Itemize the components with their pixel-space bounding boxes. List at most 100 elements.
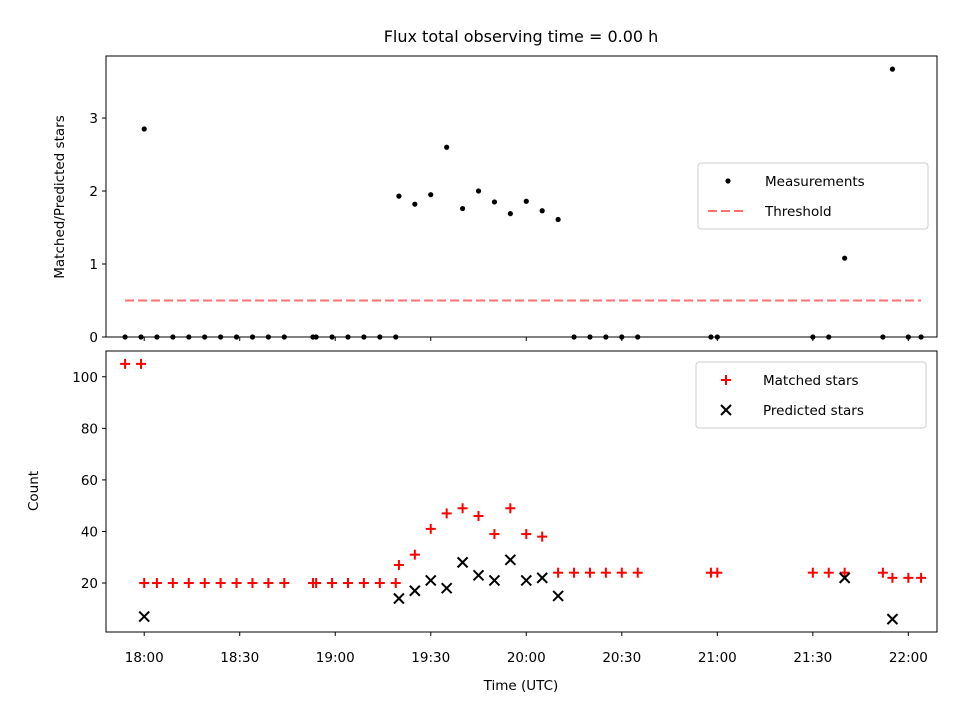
top-legend: Measurements Threshold: [697, 162, 929, 230]
predicted-star-point: [504, 554, 517, 566]
measurement-point: [507, 211, 513, 217]
matched-star-point: [489, 529, 500, 540]
matched-star-point: [521, 529, 532, 540]
matched-star-point: [139, 578, 150, 589]
legend-matched-swatch: [721, 375, 731, 385]
y-tick-label: 0: [89, 330, 98, 346]
matched-star-point: [327, 578, 338, 589]
x-tick-label: 18:00: [125, 650, 164, 666]
matched-star-point: [263, 578, 274, 589]
x-tick-label: 21:00: [698, 650, 737, 666]
matched-star-point: [393, 559, 404, 570]
measurement-point: [539, 208, 545, 214]
matched-star-point: [632, 567, 643, 578]
matched-star-point: [136, 358, 147, 369]
top-panel: 0 1 2 3 Matched/Predicted stars Measurement…: [52, 55, 938, 346]
x-tick-label: 18:30: [220, 650, 259, 666]
predicted-star-point: [520, 574, 532, 587]
matched-star-point: [231, 578, 242, 589]
measurement-point: [555, 216, 561, 223]
predicted-star-point: [536, 572, 548, 584]
bottom-y-axis-label: Count: [26, 471, 42, 511]
matched-star-point: [374, 578, 385, 589]
matched-star-point: [903, 572, 914, 583]
legend-box: [695, 361, 927, 429]
measurement-point: [412, 201, 418, 207]
x-tick-label: 20:00: [507, 650, 546, 666]
legend-label: Matched stars: [763, 373, 859, 389]
matched-star-point: [120, 358, 131, 369]
y-tick-label: 80: [81, 421, 98, 437]
matched-star-point: [473, 510, 484, 521]
matched-star-point: [887, 572, 898, 583]
matched-star-point: [215, 578, 226, 589]
matched-star-point: [712, 567, 723, 578]
matched-star-point: [279, 578, 290, 589]
matched-star-point: [916, 572, 927, 583]
matched-star-point: [167, 578, 178, 589]
matched-star-point: [823, 567, 834, 578]
bottom-panel: 18:00 18:30 19:00 19:30 20:00 20:30 21:00 21:30…: [26, 350, 938, 666]
matched-star-point: [342, 578, 353, 589]
matched-star-point: [199, 578, 210, 589]
legend-measurement-swatch: [725, 178, 731, 184]
predicted-star-point: [456, 556, 469, 569]
predicted-star-point: [552, 590, 564, 602]
x-tick-label: 21:30: [793, 650, 832, 666]
measurement-point: [459, 205, 466, 212]
measurement-point: [475, 188, 482, 194]
measurement-point: [444, 144, 450, 150]
measurement-point: [141, 126, 147, 132]
matched-star-point: [569, 567, 580, 578]
predicted-star-point: [425, 574, 437, 587]
measurement-point: [523, 198, 529, 204]
matched-star-point: [877, 567, 888, 578]
matched-star-point: [584, 567, 595, 578]
measurement-point: [842, 255, 848, 261]
matched-star-point: [505, 503, 516, 514]
matched-star-point: [616, 567, 627, 578]
bottom-legend: Matched stars Predicted stars: [695, 361, 927, 429]
matched-star-point: [537, 531, 548, 542]
y-tick-label: 1: [89, 257, 98, 273]
predicted-star-point: [886, 613, 899, 625]
predicted-star-point: [409, 585, 421, 597]
predicted-star-point: [138, 610, 150, 623]
y-tick-label: 60: [81, 473, 98, 489]
y-tick-label: 100: [72, 370, 98, 386]
matched-star-point: [151, 578, 162, 589]
matched-star-point: [553, 567, 564, 578]
legend-predicted-swatch: [720, 404, 732, 416]
x-tick-label: 20:30: [602, 650, 641, 666]
predicted-star-point: [393, 592, 405, 605]
matched-star-point: [358, 578, 369, 589]
y-tick-label: 20: [81, 576, 98, 592]
y-tick-label: 40: [81, 524, 98, 540]
matched-star-point: [183, 578, 194, 589]
matched-star-point: [457, 503, 468, 514]
bottom-axes-frame: [105, 350, 938, 633]
matched-star-point: [425, 523, 436, 534]
matched-star-point: [311, 578, 322, 589]
measurement-point: [889, 66, 896, 72]
x-tick-label: 19:00: [316, 650, 355, 666]
matched-star-point: [807, 567, 818, 578]
predicted-star-point: [488, 574, 501, 587]
matched-star-point: [441, 508, 452, 519]
legend-label: Predicted stars: [763, 403, 864, 419]
predicted-star-point: [440, 582, 453, 594]
y-tick-label: 2: [89, 184, 98, 200]
matched-star-point: [600, 567, 611, 578]
predicted-star-point: [838, 572, 851, 584]
x-axis-label: Time (UTC): [483, 678, 559, 694]
legend-box: [697, 162, 929, 230]
y-tick-label: 3: [89, 111, 98, 127]
x-tick-label: 19:30: [411, 650, 450, 666]
matched-star-point: [839, 567, 850, 578]
legend-label: Measurements: [765, 174, 865, 190]
top-y-axis-label: Matched/Predicted stars: [52, 115, 68, 278]
measurement-point: [428, 192, 434, 198]
predicted-star-point: [472, 569, 485, 581]
measurement-point: [491, 199, 498, 205]
